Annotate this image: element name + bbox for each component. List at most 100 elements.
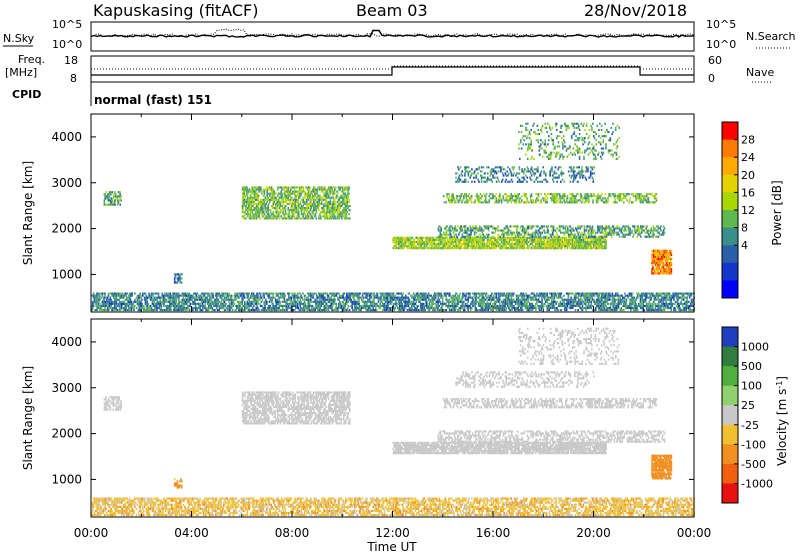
echo-cell	[338, 307, 340, 310]
echo-cell	[250, 207, 253, 210]
echo-cell	[162, 296, 164, 299]
echo-cell	[135, 307, 138, 310]
echo-cell	[391, 296, 394, 299]
echo-cell	[332, 292, 335, 295]
cpid-panel: CPID normal (fast) 151	[12, 82, 212, 107]
echo-cell	[308, 294, 310, 297]
echo-cell	[616, 309, 618, 312]
echo-cell	[276, 298, 279, 301]
echo-cell	[296, 190, 298, 193]
echo-cell	[325, 298, 328, 301]
echo-cell	[499, 292, 502, 295]
echo-cell	[271, 205, 274, 208]
echo-cell	[283, 186, 285, 189]
echo-cell	[196, 302, 199, 305]
echo-cell	[246, 302, 249, 305]
echo-cell	[268, 213, 270, 216]
echo-cell	[682, 294, 685, 297]
echo-cell	[105, 296, 108, 299]
echo-cell	[567, 298, 570, 301]
echo-cell	[327, 200, 330, 203]
echo-cell	[448, 247, 451, 250]
echo-cell	[290, 192, 292, 195]
echo-cell	[369, 300, 372, 303]
echo-cell	[522, 292, 525, 295]
echo-cell	[113, 300, 115, 303]
echo-cell	[449, 245, 452, 248]
echo-cell	[305, 215, 308, 218]
echo-cell	[247, 215, 249, 218]
echo-cell	[319, 202, 321, 205]
echo-cell	[413, 307, 416, 310]
echo-cell	[483, 302, 485, 305]
echo-cell	[257, 298, 259, 301]
echo-cell	[543, 302, 546, 305]
echo-cell	[515, 302, 518, 305]
echo-cell	[645, 292, 647, 295]
echo-cell	[140, 300, 142, 303]
echo-cell	[114, 191, 116, 194]
echo-cell	[294, 194, 297, 197]
echo-cell	[499, 292, 501, 295]
echo-cell	[532, 298, 534, 301]
echo-cell	[107, 292, 110, 295]
echo-cell	[665, 300, 667, 303]
echo-cell	[607, 298, 609, 301]
echo-cell	[289, 209, 291, 212]
echo-cell	[468, 292, 470, 295]
echo-cell	[386, 307, 389, 310]
echo-cell	[98, 298, 101, 301]
nsearch-line	[90, 28, 695, 37]
echo-cell	[105, 298, 108, 301]
echo-cell	[448, 302, 450, 305]
echo-cell	[286, 192, 289, 195]
echo-cell	[686, 300, 688, 303]
echo-cell	[565, 307, 568, 310]
echo-cell	[285, 300, 287, 303]
echo-cell	[115, 296, 118, 299]
nave-tick-bottom: 0	[708, 72, 715, 85]
echo-cell	[305, 186, 308, 189]
echo-cell	[641, 307, 644, 310]
echo-cell	[660, 300, 662, 303]
echo-cell	[368, 296, 371, 299]
echo-cell	[671, 296, 673, 299]
echo-cell	[624, 294, 627, 297]
echo-cell	[464, 294, 467, 297]
echo-cell	[494, 300, 497, 303]
echo-cell	[249, 300, 251, 303]
echo-cell	[507, 292, 510, 295]
echo-cell	[469, 304, 471, 307]
echo-cell	[246, 209, 248, 212]
echo-cell	[547, 307, 549, 310]
echo-cell	[361, 298, 364, 301]
echo-cell	[535, 302, 537, 305]
echo-cell	[381, 300, 383, 303]
echo-cell	[318, 304, 321, 307]
echo-cell	[130, 294, 133, 297]
echo-cell	[280, 186, 282, 189]
echo-cell	[267, 294, 270, 297]
echo-cell	[631, 292, 634, 295]
nave-line	[91, 65, 694, 70]
echo-cell	[453, 241, 455, 244]
echo-cell	[120, 307, 123, 310]
echo-cell	[296, 298, 299, 301]
echo-cell	[384, 300, 387, 303]
echo-cell	[215, 296, 218, 299]
echo-cell	[301, 307, 303, 310]
echo-cell	[547, 298, 549, 301]
echo-cell	[433, 309, 435, 312]
echo-cell	[92, 302, 95, 305]
echo-cell	[397, 243, 400, 246]
echo-cell	[319, 300, 322, 303]
echo-cell	[242, 192, 245, 195]
echo-cell	[174, 302, 177, 305]
echo-cell	[310, 215, 312, 218]
echo-cell	[107, 294, 110, 297]
echo-cell	[333, 192, 335, 195]
echo-cell	[294, 190, 297, 193]
echo-cell	[347, 300, 350, 303]
echo-cell	[350, 298, 352, 301]
echo-cell	[677, 296, 680, 299]
